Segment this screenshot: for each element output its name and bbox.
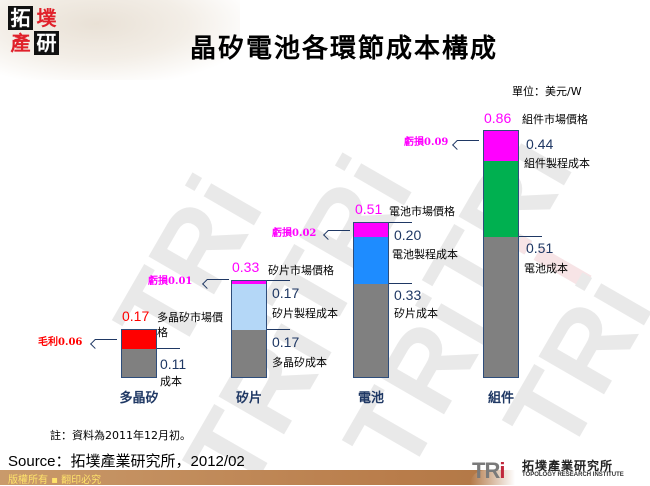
process-cost-segment: [484, 161, 518, 238]
footer-logo-backdrop: [470, 470, 650, 485]
connector-line: [519, 236, 542, 237]
category-label: 矽片: [235, 391, 262, 406]
mid-label: 組件製程成本: [524, 157, 590, 170]
base-value: 0.11: [160, 356, 187, 372]
loss-segment: [232, 281, 266, 284]
base-cost-segment: [354, 284, 388, 377]
category-label: 組件: [487, 391, 514, 406]
page-title: 晶矽電池各環節成本構成: [190, 34, 499, 64]
base-label: 矽片成本: [394, 307, 438, 320]
base-label: 成本: [160, 375, 182, 388]
mid-label: 矽片製程成本: [272, 307, 338, 320]
connector-line: [267, 329, 290, 330]
tri-logo-mark: 拓 墣 產 研: [8, 6, 60, 56]
connector-line: [267, 280, 290, 281]
stacked-bar: [231, 280, 267, 378]
logo-char: 墣: [36, 6, 57, 30]
base-value: 0.17: [272, 334, 300, 350]
left-arrow-icon: [95, 339, 117, 340]
stacked-bar: [353, 222, 389, 378]
profit-loss-label: 毛利0.06: [38, 337, 83, 348]
tri-logo-letters: TRi: [472, 458, 505, 483]
base-label: 電池成本: [524, 262, 568, 275]
connector-line: [157, 348, 180, 349]
loss-segment: [354, 223, 388, 238]
logo-char: 研: [34, 31, 59, 55]
price-value: 0.51: [355, 201, 383, 217]
base-value: 0.51: [526, 240, 554, 256]
mid-value: 0.44: [526, 136, 554, 152]
price-label-wrap: 格: [157, 326, 168, 339]
left-arrow-icon: [207, 279, 229, 280]
price-value: 0.17: [122, 308, 150, 324]
connector-line: [389, 222, 412, 223]
unit-label: 單位：美元/W: [512, 85, 582, 98]
left-arrow-icon: [457, 140, 479, 141]
base-cost-segment: [122, 349, 156, 377]
base-cost-segment: [232, 330, 266, 377]
profit-segment: [122, 330, 156, 350]
mid-label: 電池製程成本: [392, 248, 458, 261]
stacked-bar: [121, 329, 157, 378]
price-value: 0.33: [232, 259, 260, 275]
category-label: 電池: [357, 391, 384, 406]
base-value: 0.33: [394, 287, 422, 303]
mid-value: 0.20: [394, 227, 422, 243]
footnote: 註：資料為2011年12月初。: [50, 429, 191, 442]
base-cost-segment: [484, 237, 518, 377]
category-label: 多晶矽: [119, 391, 159, 406]
footer-bar: 版權所有 ▪ 翻印必究: [0, 470, 650, 486]
process-cost-segment: [232, 284, 266, 331]
price-label: 多晶矽市場價: [157, 311, 223, 324]
loss-segment: [484, 131, 518, 162]
connector-line: [389, 283, 412, 284]
copyright-text: 版權所有 ▪ 翻印必究: [8, 475, 102, 486]
price-label: 電池市場價格: [389, 205, 455, 218]
source-citation: Source：拓墣產業研究所，2012/02: [8, 453, 245, 470]
logo-char: 拓: [8, 6, 33, 30]
profit-loss-label: 虧損0.02: [272, 228, 317, 239]
profit-loss-label: 虧損0.09: [404, 137, 449, 148]
tri-logo: TRi 拓墣產業研究所 TOPOLOGY RESEARCH INSTITUTE: [472, 456, 648, 483]
profit-loss-label: 虧損0.01: [148, 276, 193, 287]
price-label: 組件市場價格: [522, 113, 588, 126]
left-arrow-icon: [328, 230, 350, 231]
process-cost-segment: [354, 237, 388, 285]
tri-logo-english: TOPOLOGY RESEARCH INSTITUTE: [522, 472, 624, 478]
logo-char: 產: [10, 31, 31, 55]
price-label: 矽片市場價格: [268, 264, 334, 277]
price-value: 0.86: [484, 110, 512, 126]
stacked-bar: [483, 130, 519, 378]
tri-logo-chinese: 拓墣產業研究所: [522, 459, 614, 473]
base-label: 多晶矽成本: [272, 356, 327, 369]
mid-value: 0.17: [272, 285, 300, 301]
